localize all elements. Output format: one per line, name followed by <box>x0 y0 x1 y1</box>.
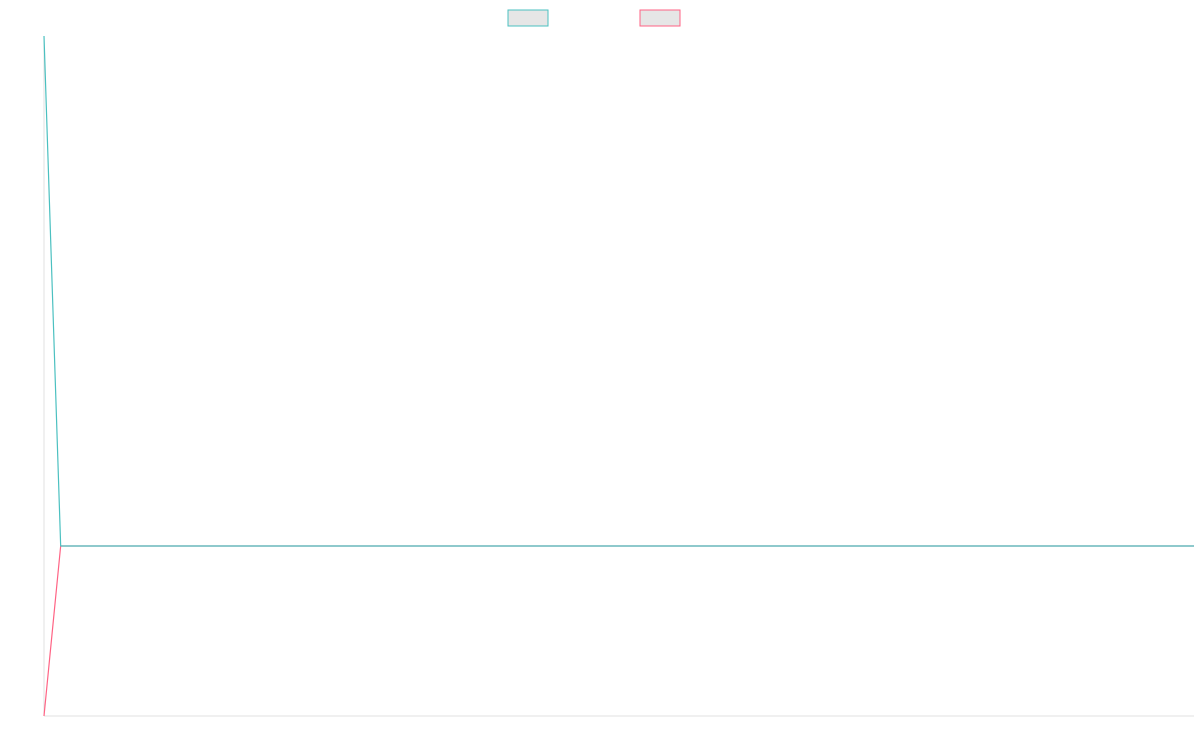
legend-swatch-1 <box>507 9 549 27</box>
series-line-2 <box>43 545 1194 717</box>
series-line-1 <box>43 35 1194 547</box>
legend-swatch-2 <box>639 9 681 27</box>
axes <box>43 36 1194 717</box>
legend <box>507 9 681 27</box>
series-layer <box>43 35 1194 717</box>
